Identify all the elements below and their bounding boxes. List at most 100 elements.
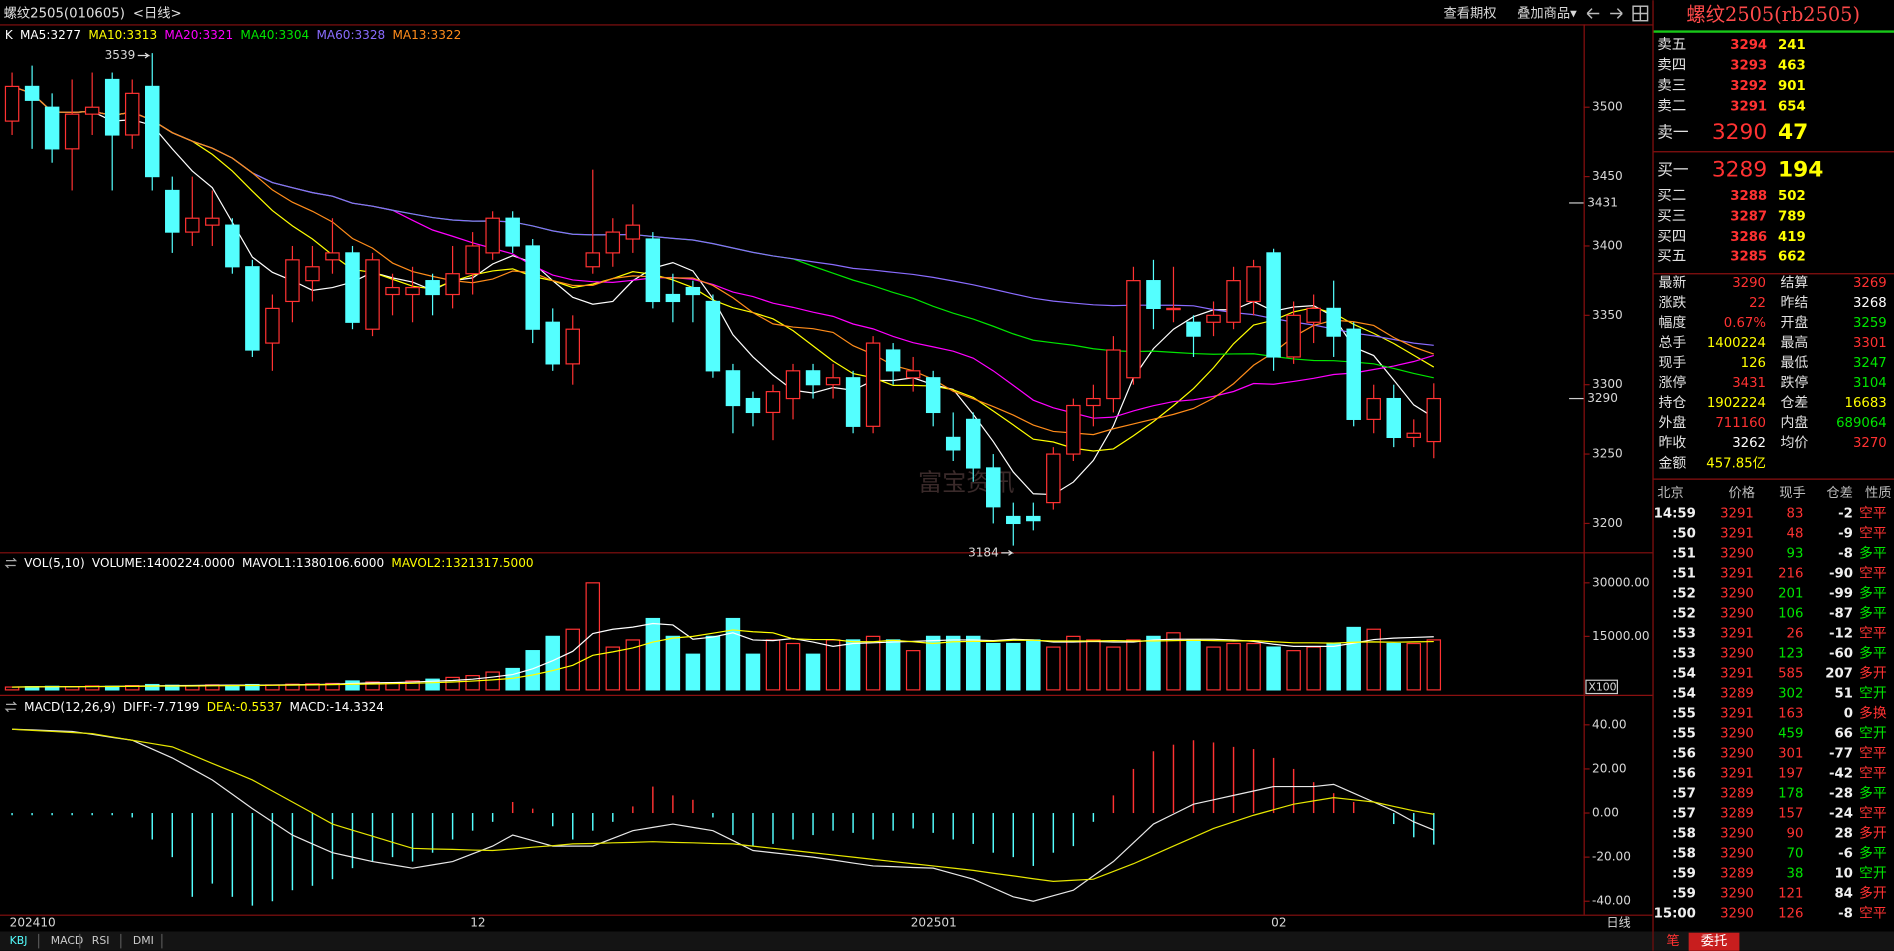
volume-bar — [665, 635, 681, 691]
trade-volume: 585 — [1778, 666, 1803, 681]
trade-kind: 空平 — [1859, 805, 1887, 821]
trade-price: 3290 — [1720, 607, 1754, 622]
trade-change: -24 — [1829, 806, 1853, 821]
candle-body — [1106, 349, 1121, 400]
candle-body — [545, 321, 560, 365]
volume-bar — [1086, 639, 1101, 691]
indicator-label: K — [5, 28, 14, 42]
trade-volume: 106 — [1778, 607, 1803, 622]
trade-time: :57 — [1672, 806, 1696, 821]
book-price: 3285 — [1730, 249, 1767, 264]
trade-change: 66 — [1834, 726, 1852, 741]
candle-body — [585, 252, 601, 268]
stat-label: 现手 — [1658, 355, 1686, 371]
x-tick-label: 202501 — [911, 916, 957, 930]
active-tab-bg — [1688, 932, 1740, 951]
candle-body — [965, 418, 981, 469]
quote-tab[interactable]: 委托 — [1701, 933, 1728, 949]
indicator-tab[interactable]: KBJ — [10, 934, 28, 947]
trade-volume: 93 — [1787, 547, 1804, 562]
volume-bar — [405, 680, 420, 691]
indicator-line: K MA5:3277 MA10:3313 MA20:3321 MA40:3304 MA60… — [5, 28, 461, 42]
indicator-label: MA10:3313 — [88, 28, 157, 42]
trade-kind: 多平 — [1859, 784, 1887, 801]
max-arrow — [137, 52, 151, 59]
trade-volume: 301 — [1778, 746, 1803, 761]
candle-body — [405, 286, 420, 296]
instrument-title: 螺纹2505(010605) — [4, 5, 125, 21]
trade-change: -28 — [1829, 786, 1853, 801]
nav-icons[interactable] — [1586, 5, 1649, 22]
tab-bar — [0, 931, 1653, 951]
indicator-tab[interactable]: RSI — [92, 934, 110, 947]
stat-value: 3290 — [1732, 276, 1766, 291]
stat-label: 最高 — [1780, 334, 1808, 351]
volume-bar — [365, 681, 380, 691]
trade-price: 3291 — [1720, 527, 1754, 542]
stat-value: 689064 — [1836, 416, 1887, 431]
indicator-label: DEA:-0.5537 — [207, 699, 283, 713]
stat-label: 开盘 — [1780, 314, 1808, 331]
candle-body — [285, 259, 300, 303]
candle-body — [24, 85, 40, 101]
volume-bar — [565, 628, 581, 691]
volume-bar — [905, 650, 921, 691]
stat-value: 126 — [1741, 356, 1766, 371]
trade-change: 207 — [1825, 666, 1853, 681]
option-button[interactable]: 查看期权 — [1443, 4, 1496, 21]
candle-body — [4, 85, 20, 122]
trade-kind: 空平 — [1859, 745, 1887, 761]
trade-kind: 多平 — [1859, 545, 1887, 562]
period[interactable]: <日线> — [133, 5, 182, 21]
indicator-label: MA40:3304 — [240, 28, 309, 42]
trade-price: 3290 — [1720, 826, 1754, 841]
indicator-tab[interactable]: DMI — [133, 934, 154, 947]
candle-body — [1166, 307, 1181, 311]
candle-body — [145, 85, 160, 178]
trade-change: -77 — [1829, 746, 1853, 761]
price-marker-label: 3290 — [1587, 391, 1618, 405]
volume-bar — [1206, 646, 1221, 691]
book-volume: 901 — [1778, 79, 1806, 94]
trade-kind: 空开 — [1859, 865, 1887, 881]
trade-kind: 多平 — [1859, 844, 1887, 861]
candle-body — [265, 307, 280, 344]
candle-body — [625, 224, 641, 240]
volume-bar — [585, 582, 601, 691]
trade-change: 28 — [1834, 826, 1852, 841]
y-tick-label: 20.00 — [1592, 761, 1627, 775]
indicator-line: VOL(5,10) VOLUME:1400224.0000 MAVOL1:13801… — [24, 556, 533, 570]
indicator-label: MACD:-14.3324 — [290, 699, 384, 713]
overlay-button[interactable]: 叠加商品▾ — [1517, 5, 1577, 21]
trade-change: 10 — [1834, 866, 1852, 881]
trade-time: :52 — [1672, 587, 1696, 602]
trade-volume: 70 — [1787, 846, 1804, 861]
volume-bar — [1026, 639, 1041, 691]
stat-value: 1400224 — [1707, 336, 1766, 351]
trade-kind: 空平 — [1859, 526, 1887, 542]
trade-volume: 178 — [1778, 786, 1803, 801]
trade-time: :51 — [1672, 547, 1696, 562]
book-price: 3291 — [1730, 99, 1767, 114]
book-volume: 789 — [1778, 209, 1806, 224]
candle-body — [1306, 307, 1321, 323]
indicator-label: MA20:3321 — [164, 28, 233, 42]
max-label: 3539 — [105, 48, 136, 62]
volume-bar — [1146, 635, 1161, 691]
indicator-label: DIFF:-7.7199 — [123, 699, 199, 713]
quote-tab[interactable]: 笔 — [1666, 933, 1679, 949]
candle-body — [1426, 397, 1442, 443]
trade-volume: 48 — [1787, 527, 1804, 542]
x-tick-label: 02 — [1271, 916, 1286, 930]
indicator-tab[interactable]: MACD — [51, 934, 84, 947]
book-label: 买一 — [1657, 160, 1689, 179]
trade-time: 14:59 — [1654, 507, 1696, 522]
macd-line — [12, 728, 1435, 902]
volume-bar — [1306, 646, 1321, 691]
candle-body — [705, 300, 721, 372]
y-tick-label: 40.00 — [1592, 717, 1627, 731]
volume-bar — [725, 617, 741, 691]
trade-price: 3290 — [1720, 587, 1754, 602]
indicator-label: MA60:3328 — [316, 28, 385, 42]
panel-switch-icons[interactable] — [4, 557, 18, 713]
